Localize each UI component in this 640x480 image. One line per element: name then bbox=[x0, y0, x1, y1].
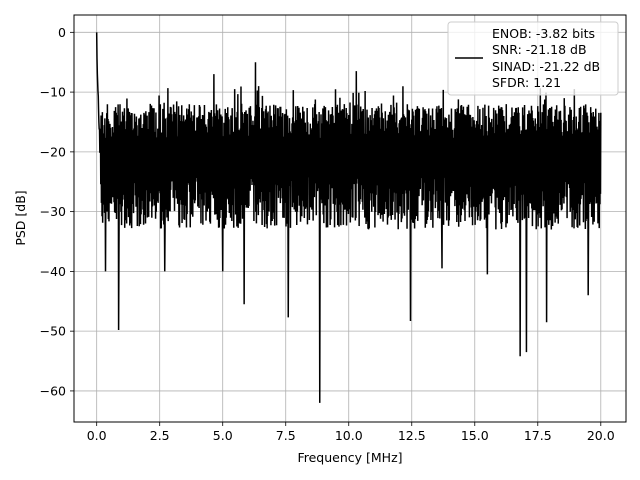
x-tick-label: 7.5 bbox=[276, 428, 296, 443]
legend-enob: ENOB: -3.82 bits bbox=[492, 26, 595, 41]
y-tick-label: −60 bbox=[40, 383, 66, 398]
x-tick-label: 0.0 bbox=[87, 428, 107, 443]
data-layer bbox=[95, 32, 602, 403]
y-tick-label: −10 bbox=[40, 85, 66, 100]
x-tick-label: 2.5 bbox=[150, 428, 170, 443]
y-tick-label: −50 bbox=[40, 324, 66, 339]
legend: ENOB: -3.82 bits SNR: -21.18 dB SINAD: -… bbox=[447, 21, 619, 96]
plot-frame bbox=[73, 14, 627, 423]
psd-series-line bbox=[95, 32, 602, 403]
legend-snr: SNR: -21.18 dB bbox=[492, 42, 587, 57]
legend-sfdr: SFDR: 1.21 bbox=[492, 75, 561, 90]
x-tick-label: 17.5 bbox=[524, 428, 552, 443]
y-tick-label: −40 bbox=[40, 264, 66, 279]
x-tick-label: 10.0 bbox=[335, 428, 363, 443]
legend-box bbox=[447, 21, 619, 96]
x-tick-label: 12.5 bbox=[398, 428, 426, 443]
legend-sinad: SINAD: -21.22 dB bbox=[492, 59, 600, 74]
y-axis-label: PSD [dB] bbox=[13, 190, 28, 245]
x-axis-label: Frequency [MHz] bbox=[297, 450, 402, 465]
y-tick-label: 0 bbox=[58, 25, 66, 40]
x-tick-label: 20.0 bbox=[587, 428, 615, 443]
x-tick-label: 5.0 bbox=[213, 428, 233, 443]
ticks: 0.0 2.5 5.0 7.5 10.0 12.5 15.0 17.5 20.0 0 −10 −20 −… bbox=[40, 25, 615, 443]
y-tick-label: −20 bbox=[40, 144, 66, 159]
x-tick-label: 15.0 bbox=[461, 428, 489, 443]
y-tick-label: −30 bbox=[40, 204, 66, 219]
